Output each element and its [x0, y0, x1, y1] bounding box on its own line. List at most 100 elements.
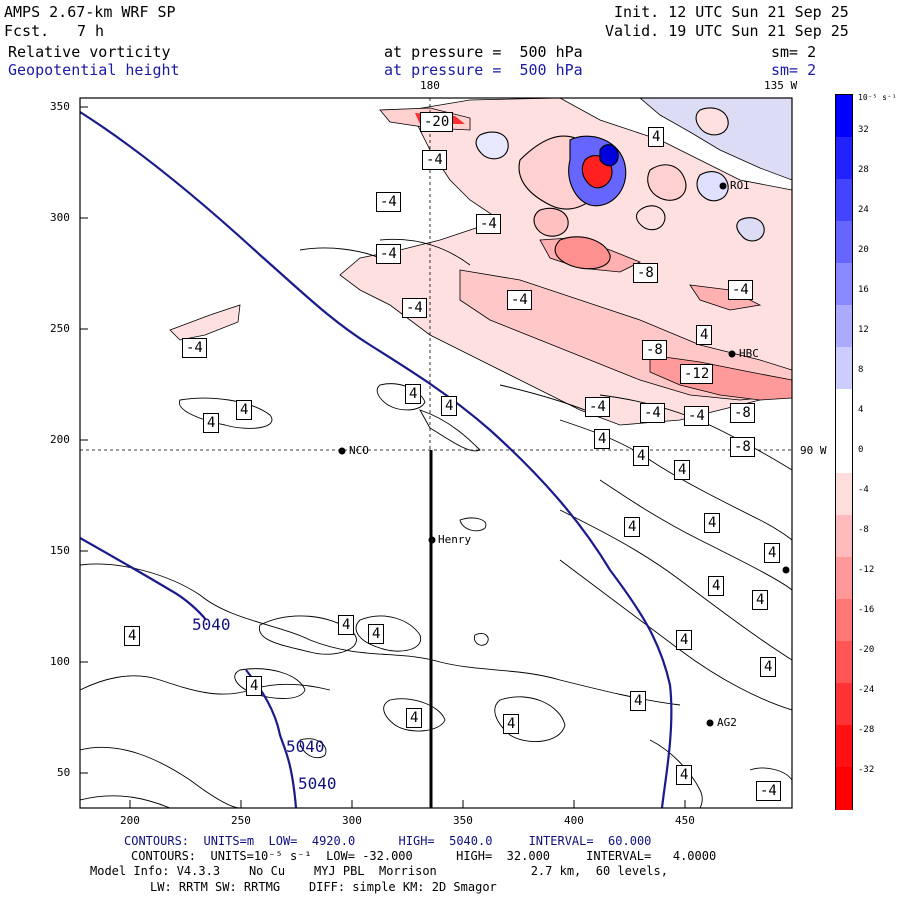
field1-name: Relative vorticity: [8, 43, 171, 61]
colorbar-label: -4: [858, 485, 869, 495]
contour-value-label: 4: [246, 676, 263, 696]
colorbar-swatch: [836, 557, 852, 600]
contour-value-label: 4: [708, 576, 725, 596]
colorbar-swatch: [836, 179, 852, 222]
field2-name: Geopotential height: [8, 61, 180, 79]
field1-smoothing: sm= 2: [771, 43, 817, 61]
contour-value-label: -8: [633, 263, 658, 283]
y-tick-label: 50: [57, 766, 71, 779]
contour-value-label: -4: [402, 298, 427, 318]
station-label-ag2: AG2: [717, 716, 737, 729]
colorbar-label: 28: [858, 165, 869, 175]
vorticity-contours: [80, 238, 792, 808]
station-label-nco: NCO: [349, 444, 369, 457]
lon-label-180: 180: [420, 79, 440, 92]
vorticity-shading-positive: [639, 98, 792, 181]
lon-label-135w: 135 W: [764, 79, 798, 92]
station-marker-henry: [428, 536, 436, 544]
x-tick-label: 200: [120, 814, 140, 827]
contour-value-label: -4: [182, 338, 207, 358]
contour-value-label: -4: [376, 244, 401, 264]
model-title: AMPS 2.67-km WRF SP: [4, 3, 176, 21]
contour-value-label: 4: [648, 127, 665, 147]
contour-value-label: -4: [728, 280, 753, 300]
station-marker-edge: [782, 566, 790, 574]
colorbar-swatch: [836, 389, 852, 432]
x-tick-label: 250: [231, 814, 251, 827]
height-label: 5040: [286, 737, 325, 756]
y-tick-label: 200: [50, 433, 70, 446]
field2-smoothing: sm= 2: [771, 61, 817, 79]
field2-level: at pressure = 500 hPa: [384, 61, 583, 79]
contour-value-label: 4: [624, 517, 641, 537]
station-label-roi: ROI: [730, 179, 750, 192]
y-tick-label: 300: [50, 211, 70, 224]
contour-value-label: -8: [642, 340, 667, 360]
vorticity-shading-negative: [169, 304, 241, 341]
contour-value-label: -4: [640, 403, 665, 423]
contour-value-label: -4: [585, 397, 610, 417]
contour-value-label: -12: [680, 364, 714, 384]
station-markers: [338, 182, 790, 727]
contour-value-label: 4: [676, 765, 693, 785]
contour-value-label: 4: [441, 396, 458, 416]
colorbar-swatch: [836, 95, 852, 138]
colorbar-label: -8: [858, 525, 869, 535]
colorbar-swatch: [836, 767, 852, 810]
station-label-hbc: HBC: [739, 347, 759, 360]
contour-value-label: 4: [633, 446, 650, 466]
station-marker-nco: [338, 447, 346, 455]
colorbar-unit: 10⁻⁵ s⁻¹: [858, 93, 897, 102]
y-tick-label: 350: [50, 100, 70, 113]
colorbar-label: -12: [858, 565, 875, 575]
colorbar-label: 4: [858, 405, 864, 415]
colorbar-swatch: [836, 221, 852, 264]
contour-value-label: 4: [674, 460, 691, 480]
contour-value-label: -8: [730, 437, 755, 457]
colorbar-label: 8: [858, 365, 864, 375]
contour-value-label: -4: [684, 406, 709, 426]
colorbar-label: -20: [858, 645, 875, 655]
station-marker-roi: [719, 182, 727, 190]
contour-value-label: 4: [338, 615, 355, 635]
y-tick-label: 100: [50, 655, 70, 668]
colorbar-label: 12: [858, 325, 869, 335]
station-marker-ag2: [706, 719, 714, 727]
contour-value-label: 4: [704, 513, 721, 533]
contour-value-label: 4: [203, 413, 220, 433]
colorbar-label: 0: [858, 445, 864, 455]
contour-value-label: 4: [368, 624, 385, 644]
height-label: 5040: [192, 615, 231, 634]
convective-cluster: [475, 107, 765, 270]
colorbar-swatch: [836, 431, 852, 474]
contour-value-label: -4: [376, 192, 401, 212]
colorbar: [835, 94, 853, 810]
contour-value-label: 4: [752, 590, 769, 610]
colorbar-label: -32: [858, 765, 875, 775]
init-time: Init. 12 UTC Sun 21 Sep 25: [614, 3, 849, 21]
contour-value-label: 4: [124, 626, 141, 646]
x-tick-label: 400: [564, 814, 584, 827]
colorbar-swatch: [836, 515, 852, 558]
field1-level: at pressure = 500 hPa: [384, 43, 583, 61]
x-tick-label: 350: [453, 814, 473, 827]
contour-value-label: 4: [676, 630, 693, 650]
colorbar-swatch: [836, 137, 852, 180]
x-tick-label: 300: [342, 814, 362, 827]
colorbar-swatch: [836, 473, 852, 516]
colorbar-swatch: [836, 305, 852, 348]
contour-value-label: 4: [764, 543, 781, 563]
contour-value-label: -4: [756, 781, 781, 801]
colorbar-swatch: [836, 599, 852, 642]
contour-value-label: -4: [422, 150, 447, 170]
contour-value-label: 4: [760, 657, 777, 677]
vorticity-shading-negative: [689, 284, 762, 311]
contour-value-label: 4: [236, 400, 253, 420]
colorbar-label: -24: [858, 685, 875, 695]
x-axis-ticks: [129, 800, 686, 808]
y-tick-label: 250: [50, 322, 70, 335]
forecast-hour: 7 h: [77, 22, 105, 40]
footer-model-info: Model Info: V4.3.3 No Cu MYJ PBL Morriso…: [90, 864, 668, 878]
contour-value-label: 4: [696, 325, 713, 345]
